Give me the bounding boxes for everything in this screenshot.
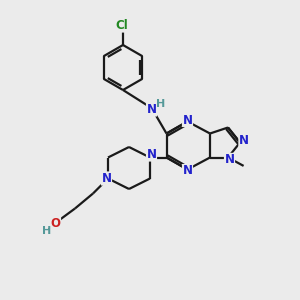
Text: N: N <box>146 103 157 116</box>
Text: H: H <box>43 226 52 236</box>
Text: N: N <box>239 134 249 148</box>
Text: N: N <box>101 172 112 185</box>
Text: N: N <box>182 113 193 127</box>
Text: N: N <box>146 148 157 161</box>
Text: N: N <box>224 153 235 167</box>
Text: O: O <box>50 217 61 230</box>
Text: H: H <box>157 99 166 109</box>
Text: N: N <box>182 164 193 178</box>
Text: Cl: Cl <box>115 19 128 32</box>
